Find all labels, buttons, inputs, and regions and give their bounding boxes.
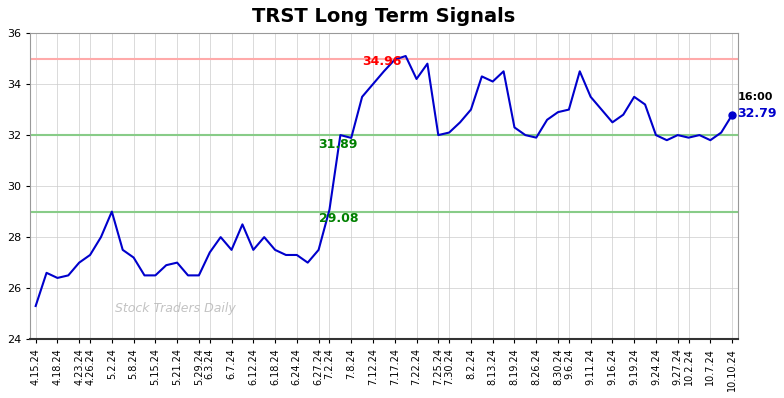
Text: 31.89: 31.89 — [318, 138, 358, 151]
Text: 34.96: 34.96 — [362, 55, 401, 68]
Text: 32.79: 32.79 — [738, 107, 777, 121]
Text: 16:00: 16:00 — [738, 92, 773, 101]
Text: 29.08: 29.08 — [318, 212, 358, 225]
Title: TRST Long Term Signals: TRST Long Term Signals — [252, 7, 516, 26]
Text: Stock Traders Daily: Stock Traders Daily — [115, 302, 236, 315]
